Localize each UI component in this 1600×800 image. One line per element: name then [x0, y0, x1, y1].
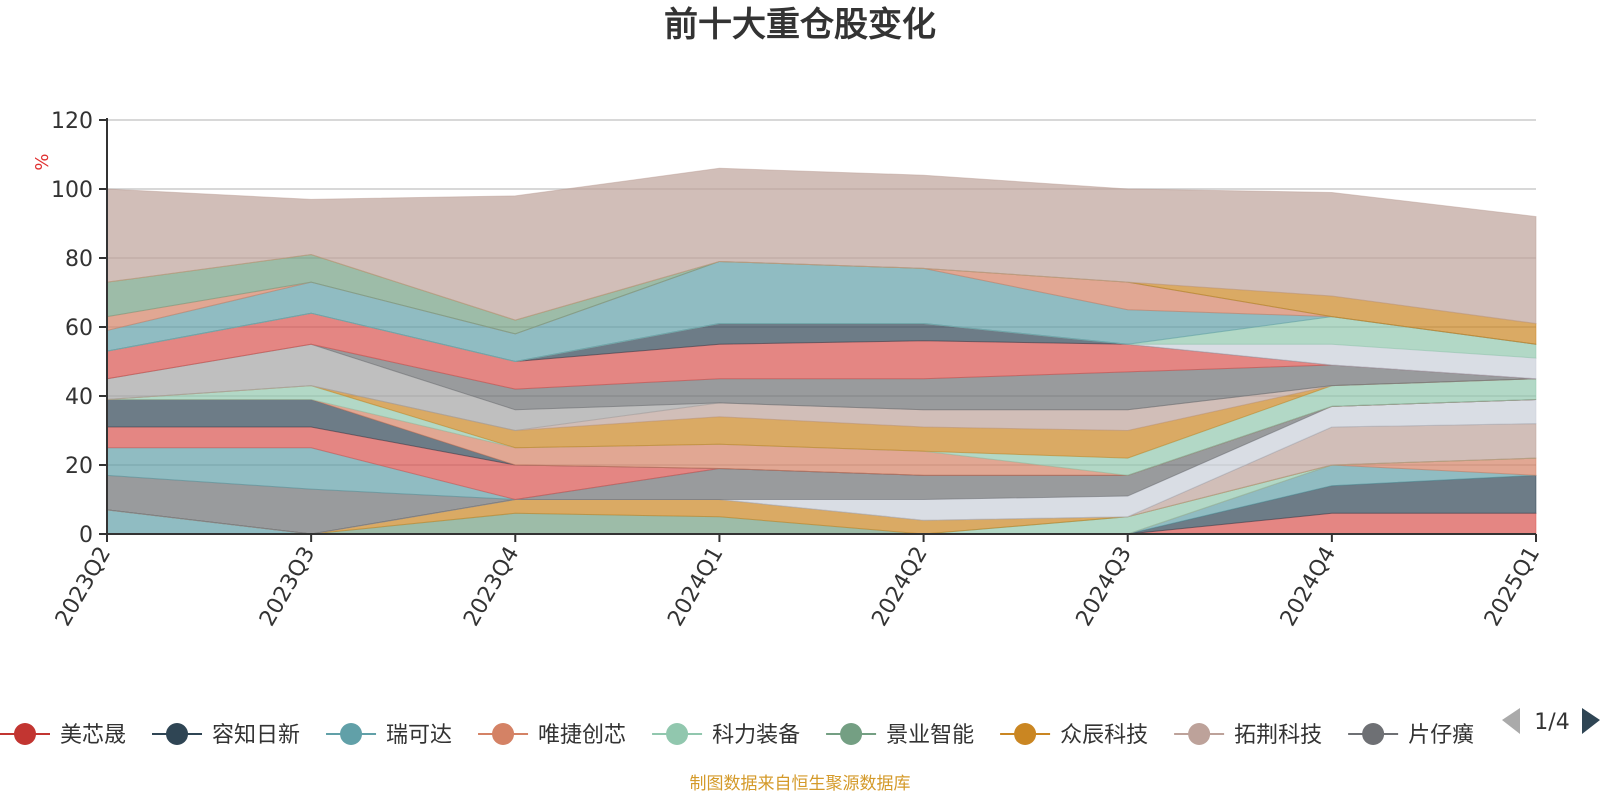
y-tick-label: 100 [51, 178, 93, 203]
legend-item[interactable]: 唯捷创芯 [478, 723, 626, 748]
legend-label: 容知日新 [212, 723, 300, 748]
x-tick-label: 2025Q1 [1480, 543, 1545, 631]
x-tick-label: 2024Q3 [1072, 543, 1137, 631]
legend-item[interactable]: 瑞可达 [326, 723, 452, 748]
y-tick-label: 0 [79, 523, 93, 548]
triangle-left-icon[interactable] [1502, 708, 1520, 734]
legend-item[interactable]: 众辰科技 [1000, 723, 1148, 748]
legend-circle-icon [492, 723, 515, 745]
legend-label: 科力装备 [712, 723, 800, 748]
legend-page-indicator: 1/4 [1534, 710, 1569, 735]
x-tick-label: 2024Q4 [1276, 543, 1341, 631]
legend-label: 拓荆科技 [1234, 723, 1322, 748]
legend-circle-icon [1188, 723, 1211, 745]
legend-label: 众辰科技 [1060, 723, 1148, 748]
x-tick-label: 2024Q1 [663, 543, 728, 631]
y-tick-label: 120 [51, 109, 93, 134]
x-tick-label: 2023Q2 [51, 543, 116, 631]
legend-item[interactable]: 美芯晟 [0, 723, 126, 748]
x-tick-label: 2023Q4 [459, 543, 524, 631]
legend-circle-icon [840, 723, 863, 745]
legend-circle-icon [340, 723, 363, 745]
x-tick-label: 2024Q2 [867, 543, 932, 631]
legend-item[interactable]: 容知日新 [152, 723, 300, 748]
legend-circle-icon [166, 723, 189, 745]
legend-label: 美芯晟 [60, 723, 126, 748]
legend-item[interactable]: 片仔癀 [1348, 723, 1474, 748]
y-axis-unit: % [32, 153, 53, 170]
area-series-28 [106, 167, 1537, 325]
legend-circle-icon [14, 723, 36, 745]
legend-label: 唯捷创芯 [538, 723, 626, 748]
legend-label: 片仔癀 [1408, 723, 1474, 748]
legend-label: 景业智能 [886, 723, 974, 748]
legend-item[interactable]: 景业智能 [826, 723, 974, 748]
data-source-note: 制图数据来自恒生聚源数据库 [690, 774, 911, 794]
legend-item[interactable]: 拓荆科技 [1174, 723, 1322, 748]
legend-circle-icon [666, 723, 689, 745]
area-series-group [106, 167, 1537, 535]
legend-pager: 1/4 [1502, 708, 1600, 735]
legend-label: 瑞可达 [386, 723, 452, 748]
chart-title: 前十大重仓股变化 [664, 5, 936, 45]
legend-item[interactable]: 科力装备 [652, 723, 800, 748]
legend-circle-icon [1362, 723, 1385, 745]
y-tick-label: 60 [65, 316, 93, 341]
y-tick-label: 40 [65, 385, 93, 410]
triangle-right-icon[interactable] [1582, 708, 1600, 734]
y-tick-label: 20 [65, 454, 93, 479]
legend: 美芯晟 容知日新 瑞可达 唯捷创芯 科力装备 景业智能 众辰科技 拓荆科技 片仔癀 [0, 723, 1474, 748]
x-tick-label: 2023Q3 [255, 543, 320, 631]
y-tick-label: 80 [65, 247, 93, 272]
legend-circle-icon [1014, 723, 1037, 745]
